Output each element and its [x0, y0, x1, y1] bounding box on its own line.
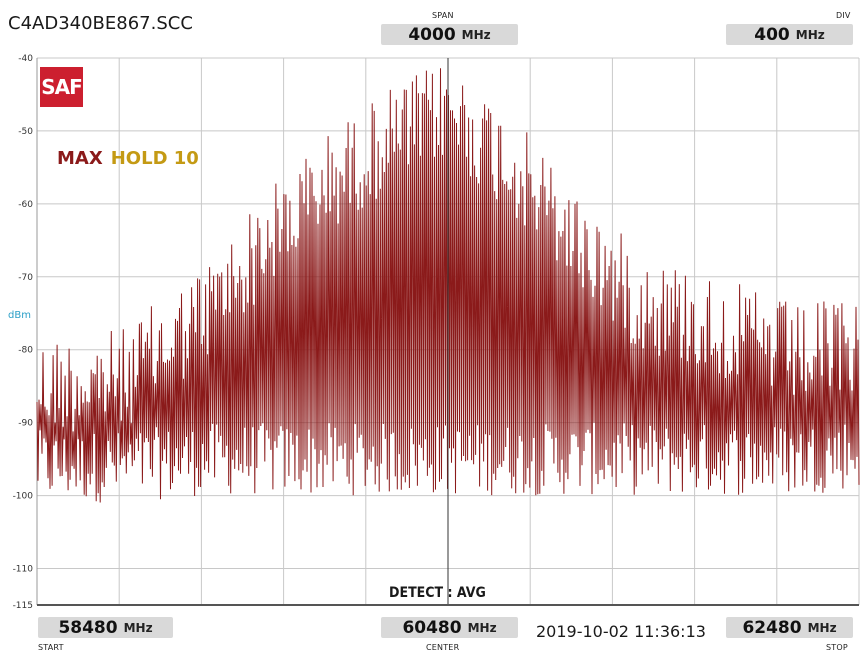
stop-box[interactable]: 62480 MHz: [726, 617, 853, 638]
y-tick-label: -100: [13, 492, 34, 502]
span-value: 4000: [408, 24, 456, 45]
spectrum-chart: -40 -50 -60 -70 -80 -90 -100 -110 -115 dBm: [8, 54, 860, 610]
start-box[interactable]: 58480 MHz: [38, 617, 173, 638]
filename: C4AD340BE867.SCC: [8, 13, 193, 34]
trace-mode-label: MAX HOLD 10: [57, 148, 199, 169]
detect-label: DETECT : AVG: [389, 585, 486, 601]
start-value: 58480: [58, 617, 118, 638]
div-unit: MHz: [795, 27, 825, 42]
y-tick-label: -80: [18, 346, 33, 356]
y-tick-labels: -40 -50 -60 -70 -80 -90 -100 -110 -115: [13, 54, 34, 610]
stop-value: 62480: [742, 617, 802, 638]
stop-caption: STOP: [826, 643, 848, 652]
y-tick-label: -50: [18, 127, 33, 137]
center-caption: CENTER: [426, 643, 460, 652]
center-box[interactable]: 60480 MHz: [381, 617, 518, 638]
span-box[interactable]: 4000 MHz: [381, 24, 518, 45]
center-unit: MHz: [467, 620, 497, 635]
div-caption: DIV: [836, 11, 851, 20]
y-axis-label: dBm: [8, 310, 31, 321]
stop-unit: MHz: [807, 620, 837, 635]
y-tick-label: -70: [18, 273, 33, 283]
timestamp: 2019-10-02 11:36:13: [536, 622, 706, 641]
y-tick-label: -90: [18, 419, 33, 429]
max-label: MAX: [57, 148, 103, 169]
div-box[interactable]: 400 MHz: [726, 24, 853, 45]
div-value: 400: [754, 24, 790, 45]
start-unit: MHz: [123, 620, 153, 635]
y-tick-label: -40: [18, 54, 33, 64]
y-tick-label: -60: [18, 200, 33, 210]
y-tick-label: -115: [13, 601, 33, 610]
span-caption: SPAN: [432, 11, 454, 20]
hold-label: HOLD 10: [110, 148, 199, 169]
saf-logo: SAF: [40, 67, 83, 107]
logo-text: SAF: [41, 75, 83, 99]
start-caption: START: [38, 643, 64, 652]
center-value: 60480: [402, 617, 462, 638]
y-tick-label: -110: [13, 565, 34, 575]
span-unit: MHz: [461, 27, 491, 42]
